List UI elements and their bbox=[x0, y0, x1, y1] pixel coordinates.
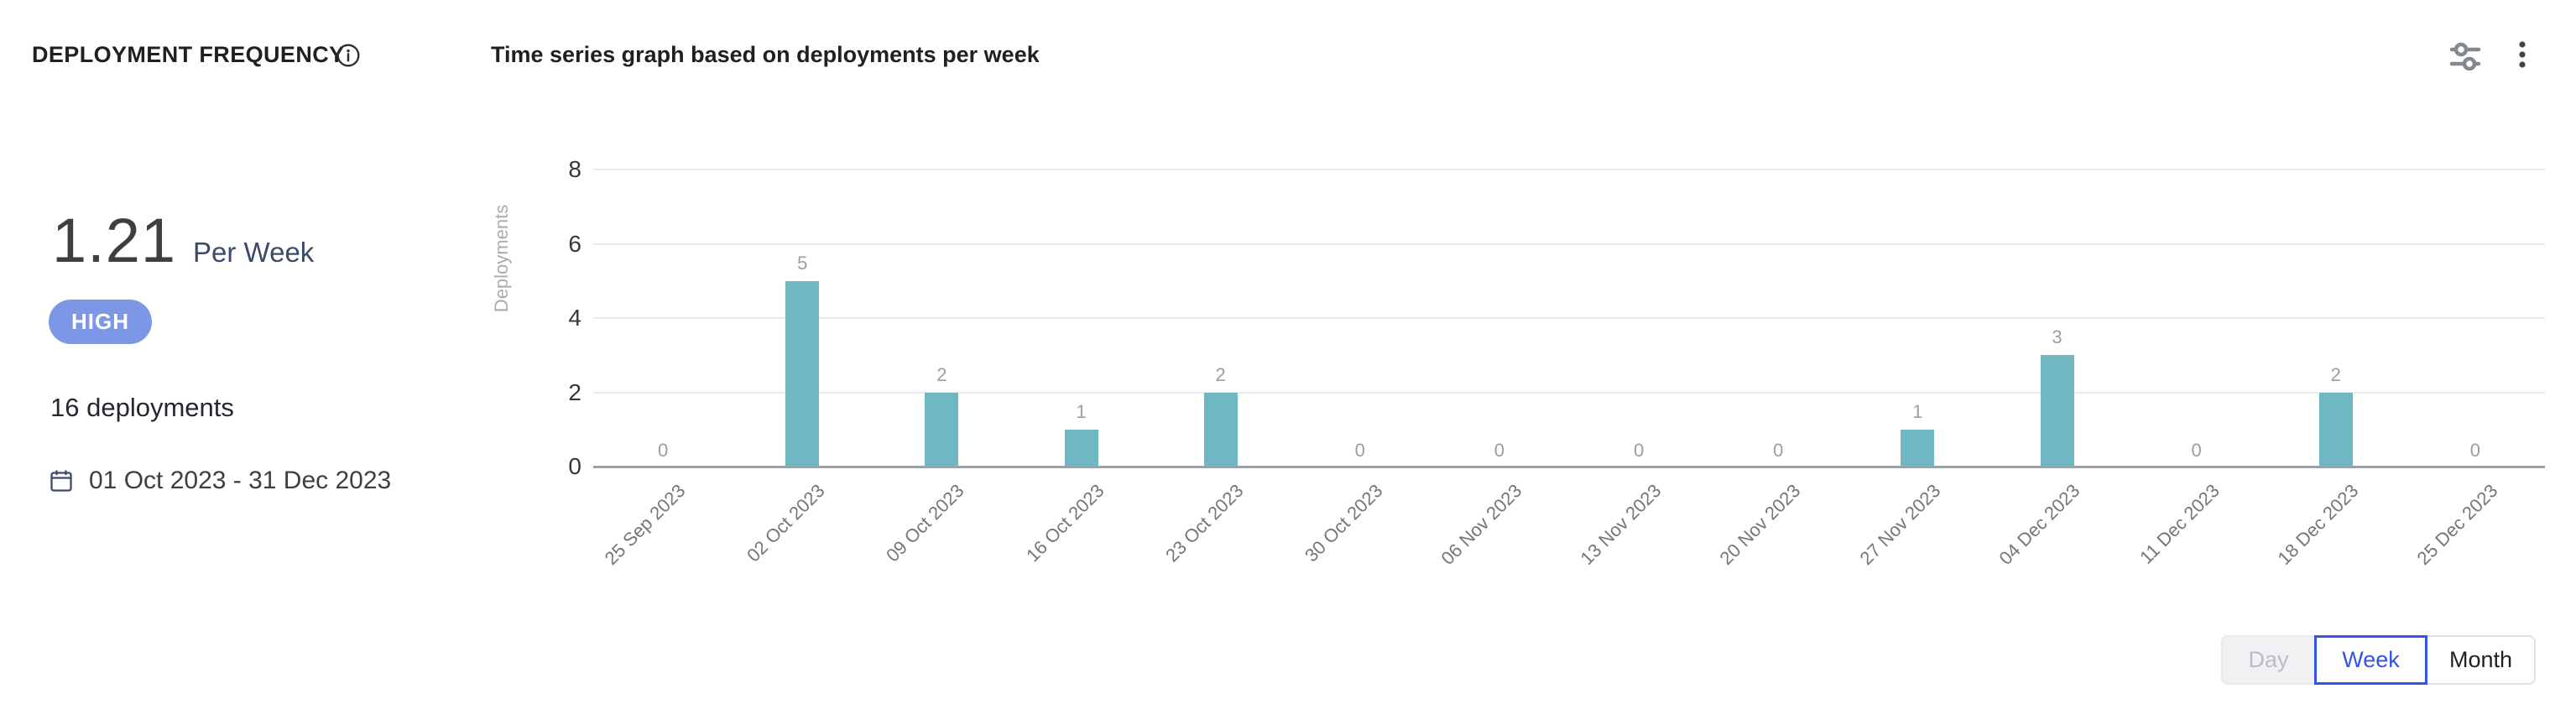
x-tick-label: 06 Nov 2023 bbox=[1437, 480, 1526, 569]
x-tick-label: 16 Oct 2023 bbox=[1021, 480, 1108, 566]
x-tick-label: 30 Oct 2023 bbox=[1301, 480, 1387, 566]
bar-value-label: 0 bbox=[657, 440, 669, 461]
x-tick-label: 23 Oct 2023 bbox=[1160, 480, 1248, 566]
granularity-month-button[interactable]: Month bbox=[2426, 635, 2536, 685]
x-tick-label: 04 Dec 2023 bbox=[1995, 480, 2084, 569]
bar-value-label: 0 bbox=[1773, 440, 1784, 461]
gridline bbox=[593, 391, 2545, 394]
bar-value-label: 3 bbox=[2052, 326, 2062, 348]
y-tick-label: 4 bbox=[568, 305, 581, 331]
bar-value-label: 2 bbox=[936, 363, 947, 385]
bar-value-label: 0 bbox=[1494, 440, 1505, 461]
bar-value-label: 0 bbox=[1633, 440, 1645, 461]
calendar-icon bbox=[49, 468, 74, 493]
x-axis-line bbox=[593, 466, 2545, 468]
y-tick-label: 8 bbox=[568, 156, 581, 182]
y-tick-label: 0 bbox=[568, 453, 581, 479]
kebab-menu-icon[interactable] bbox=[2511, 35, 2534, 76]
date-range-text: 01 Oct 2023 - 31 Dec 2023 bbox=[89, 467, 392, 494]
x-tick-label: 18 Dec 2023 bbox=[2273, 480, 2363, 569]
y-tick-label: 2 bbox=[568, 378, 581, 405]
bar-value-label: 2 bbox=[2330, 363, 2341, 385]
deployment-count: 16 deployments bbox=[50, 393, 234, 422]
gridline bbox=[593, 243, 2545, 245]
frequency-value: 1.21 bbox=[52, 206, 177, 275]
bar-value-label: 5 bbox=[797, 252, 808, 274]
x-tick-label: 20 Nov 2023 bbox=[1715, 480, 1805, 569]
x-tick-label: 27 Nov 2023 bbox=[1855, 480, 1945, 569]
bar-value-label: 0 bbox=[1354, 440, 1365, 461]
frequency-metric: 1.21 Per Week bbox=[52, 205, 314, 276]
bar[interactable] bbox=[1064, 429, 1098, 467]
y-tick-label: 6 bbox=[568, 230, 581, 257]
bar[interactable] bbox=[925, 392, 959, 467]
granularity-week-button[interactable]: Week bbox=[2314, 635, 2427, 685]
bar[interactable] bbox=[1901, 429, 1935, 467]
filter-sliders-icon[interactable] bbox=[2447, 37, 2484, 71]
y-axis-title: Deployments bbox=[491, 204, 512, 313]
chart-title: Time series graph based on deployments p… bbox=[491, 42, 1040, 67]
bar-value-label: 2 bbox=[1215, 363, 1226, 385]
granularity-day-button[interactable]: Day bbox=[2221, 635, 2316, 685]
bar-value-label: 1 bbox=[1912, 400, 1923, 422]
granularity-toggle: Day Week Month bbox=[2221, 635, 2536, 685]
gridline bbox=[593, 169, 2545, 170]
x-tick-label: 25 Dec 2023 bbox=[2412, 480, 2502, 569]
bar[interactable] bbox=[1203, 392, 1238, 467]
performance-badge: HIGH bbox=[49, 300, 152, 344]
x-tick-label: 11 Dec 2023 bbox=[2135, 480, 2224, 568]
bar-value-label: 0 bbox=[2469, 440, 2481, 461]
panel-title: DEPLOYMENT FREQUENCY bbox=[32, 42, 345, 67]
gridline bbox=[593, 317, 2545, 319]
date-range: 01 Oct 2023 - 31 Dec 2023 bbox=[49, 467, 391, 495]
bar[interactable] bbox=[785, 280, 820, 467]
bar-value-label: 0 bbox=[2191, 440, 2202, 461]
bar[interactable] bbox=[2040, 355, 2074, 467]
x-tick-label: 02 Oct 2023 bbox=[743, 480, 829, 566]
x-tick-label: 09 Oct 2023 bbox=[882, 480, 969, 566]
x-tick-label: 13 Nov 2023 bbox=[1576, 480, 1666, 569]
x-tick-label: 25 Sep 2023 bbox=[600, 480, 690, 569]
frequency-unit: Per Week bbox=[193, 237, 315, 268]
bar-value-label: 1 bbox=[1076, 400, 1087, 422]
bar[interactable] bbox=[2318, 392, 2353, 467]
info-icon[interactable] bbox=[336, 43, 361, 68]
